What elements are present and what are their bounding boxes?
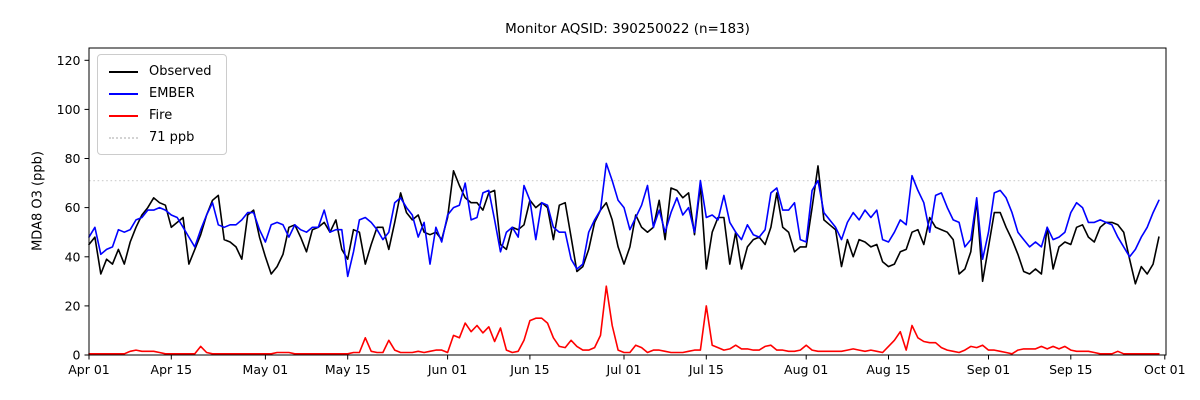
x-tick-label: May 15 — [325, 362, 371, 377]
x-tick-label: Jun 01 — [427, 362, 467, 377]
x-tick-label: Apr 01 — [68, 362, 110, 377]
y-tick-label: 100 — [57, 102, 81, 117]
fire-line — [88, 285, 1160, 355]
x-tick-label: Oct 01 — [1144, 362, 1186, 377]
x-tick-label: Jun 15 — [509, 362, 549, 377]
y-tick-label: 120 — [57, 53, 81, 68]
legend-item-fire: Fire — [109, 107, 212, 124]
observed-line-sample — [109, 70, 138, 73]
x-tick-label: Aug 15 — [866, 362, 910, 377]
x-tick-label: Aug 01 — [784, 362, 828, 377]
chart-title: Monitor AQSID: 390250022 (n=183) — [505, 21, 750, 37]
legend-item-threshold: 71 ppb — [109, 129, 212, 146]
ember-line — [88, 162, 1160, 278]
x-tick-label: Sep 01 — [967, 362, 1010, 377]
y-tick-label: 80 — [65, 151, 81, 166]
plot-frame — [88, 47, 1167, 356]
legend-item-observed: Observed — [109, 63, 212, 80]
y-axis-label: MDA8 O3 (ppb) — [30, 151, 46, 251]
threshold-line-sample — [109, 136, 138, 139]
observed-line — [88, 165, 1160, 285]
ember-line-sample — [109, 92, 138, 95]
legend-label-ember: EMBER — [149, 86, 195, 101]
x-tick-label: Apr 15 — [151, 362, 193, 377]
x-tick-label: Sep 15 — [1049, 362, 1092, 377]
x-tick-label: Jul 01 — [606, 362, 642, 377]
y-tick-label: 40 — [65, 249, 81, 264]
x-tick-label: Jul 15 — [688, 362, 724, 377]
legend-label-fire: Fire — [149, 108, 173, 123]
y-tick-label: 60 — [65, 200, 81, 215]
y-tick-label: 20 — [65, 298, 81, 313]
legend-item-ember: EMBER — [109, 85, 212, 102]
legend-label-threshold: 71 ppb — [149, 130, 195, 145]
legend: Observed EMBER Fire 71 ppb — [97, 54, 227, 155]
y-tick-label: 0 — [73, 348, 81, 363]
fire-line-sample — [109, 114, 138, 117]
x-tick-label: May 01 — [243, 362, 289, 377]
legend-label-observed: Observed — [149, 64, 212, 79]
